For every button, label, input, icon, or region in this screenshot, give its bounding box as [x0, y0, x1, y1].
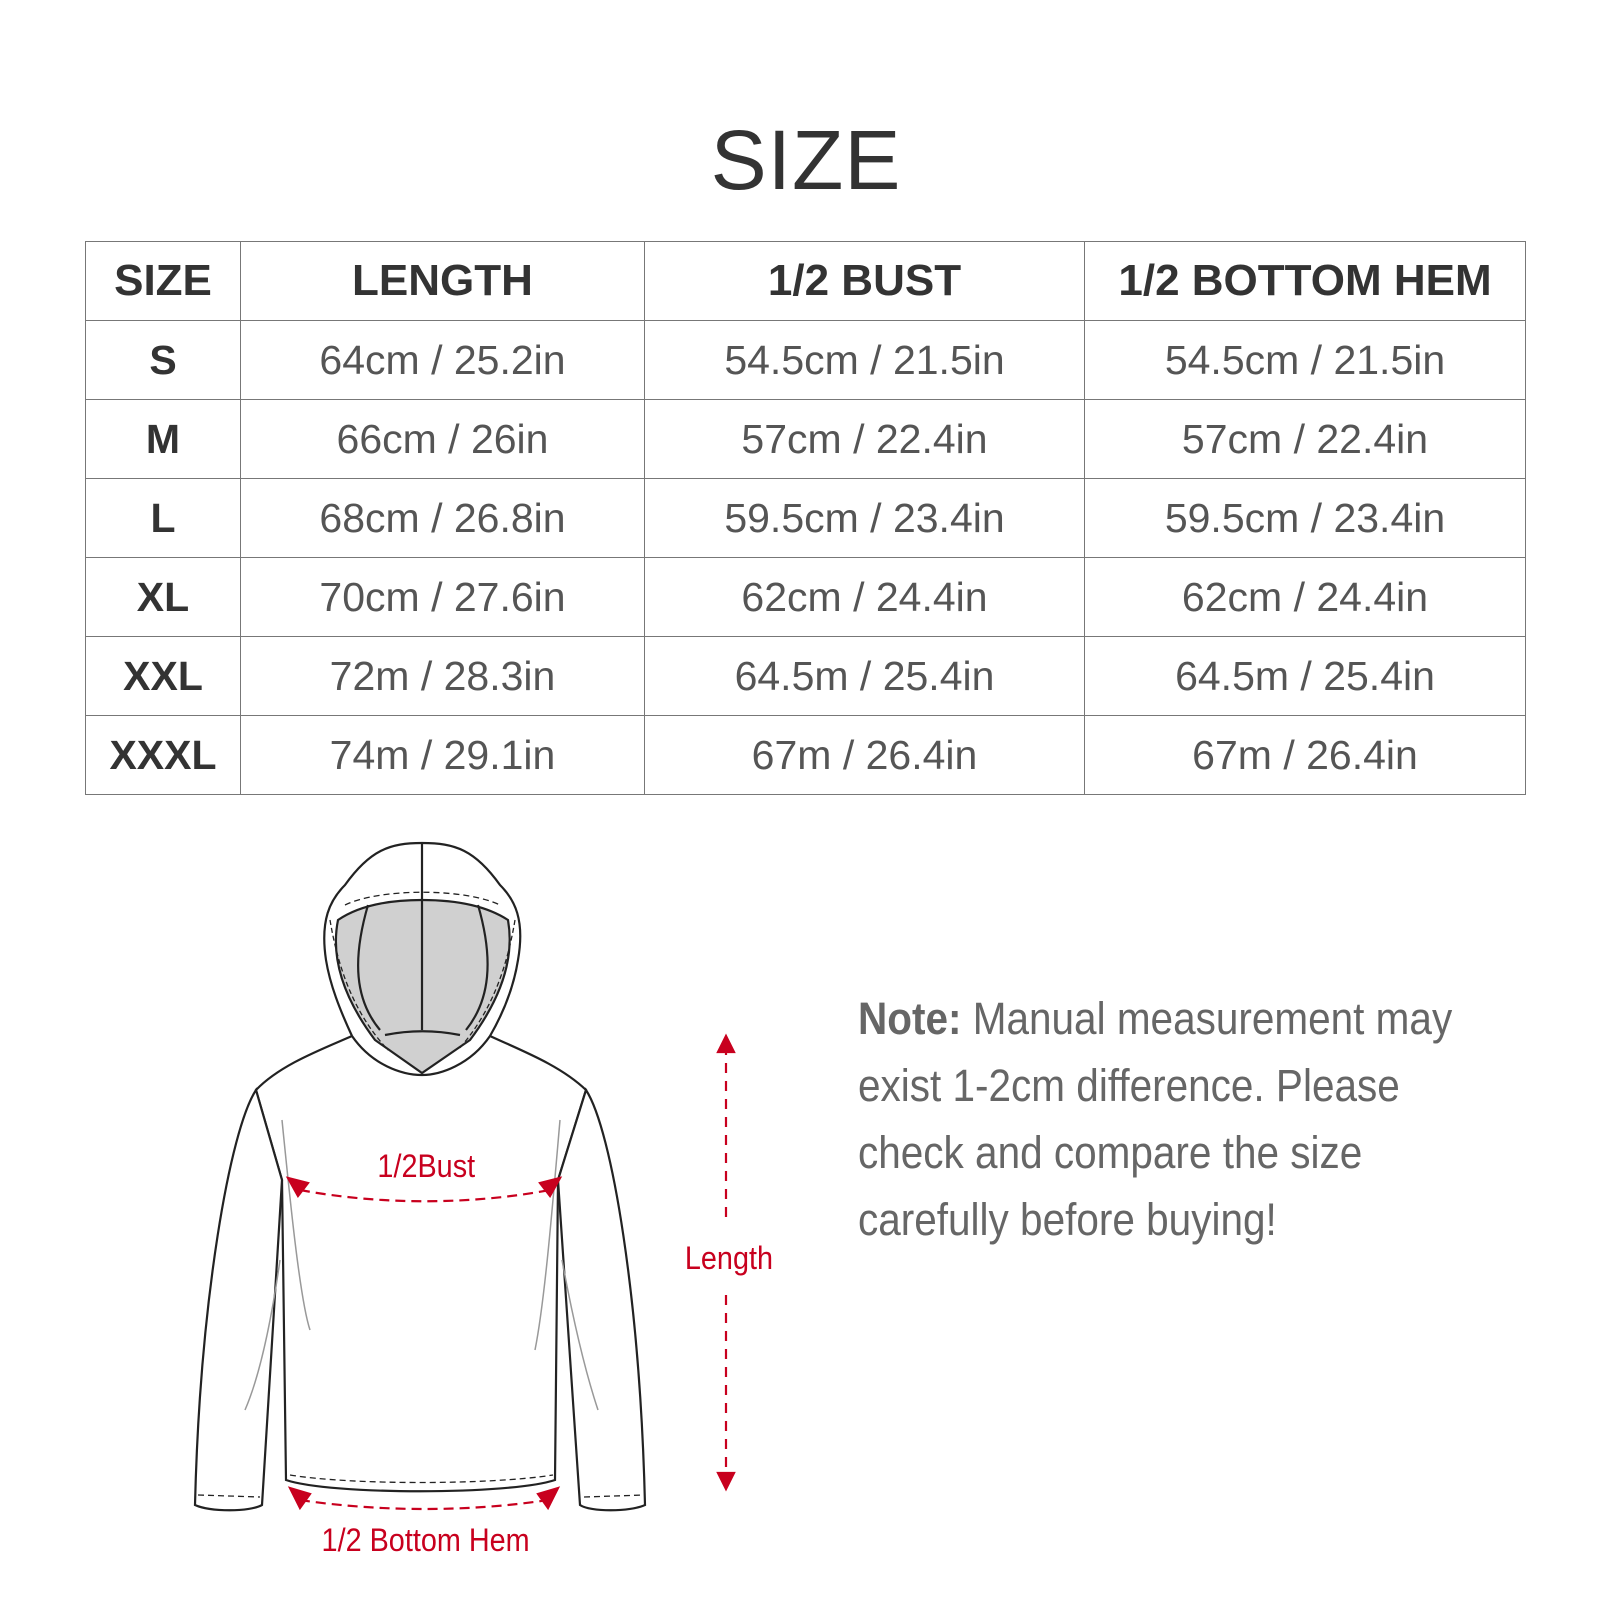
page-title: SIZE — [710, 113, 902, 207]
measurement-cell: 57cm / 22.4in — [644, 399, 1085, 479]
measurement-cell: 67m / 26.4in — [1084, 715, 1526, 795]
table-row: S 64cm / 25.2in 54.5cm / 21.5in 54.5cm / 21… — [85, 320, 1526, 400]
measurement-cell: 67m / 26.4in — [644, 715, 1085, 795]
measurement-cell: 59.5cm / 23.4in — [1084, 478, 1526, 558]
table-row: M 66cm / 26in 57cm / 22.4in 57cm / 22.4in — [85, 399, 1526, 479]
note-prefix: Note: — [858, 993, 962, 1044]
measurement-cell: 72m / 28.3in — [240, 636, 645, 716]
measurement-cell: 62cm / 24.4in — [1084, 557, 1526, 637]
measurement-cell: 68cm / 26.8in — [240, 478, 645, 558]
bust-label: 1/2Bust — [377, 1148, 476, 1184]
measurement-cell: 57cm / 22.4in — [1084, 399, 1526, 479]
length-arrow-top-head — [716, 1033, 736, 1054]
length-arrow-bottom-head — [716, 1471, 736, 1492]
measurement-cell: 62cm / 24.4in — [644, 557, 1085, 637]
size-cell: S — [85, 320, 241, 400]
size-table: SIZE LENGTH 1/2 BUST 1/2 BOTTOM HEM S 64cm /… — [85, 241, 1526, 795]
measurement-cell: 70cm / 27.6in — [240, 557, 645, 637]
hem-arrow — [299, 1498, 549, 1511]
fold-lines — [244, 1119, 599, 1411]
hoodie-outline — [193, 841, 647, 1512]
measurement-cell: 54.5cm / 21.5in — [1084, 320, 1526, 400]
measurement-cell: 64.5m / 25.4in — [644, 636, 1085, 716]
column-header: 1/2 BUST — [644, 241, 1085, 321]
table-row: XXL 72m / 28.3in 64.5m / 25.4in 64.5m / 25.… — [85, 636, 1526, 716]
size-cell: XXXL — [85, 715, 241, 795]
note-text: Note: Manual measurement may exist 1-2cm… — [858, 985, 1506, 1253]
hem-arrow-right-head — [536, 1486, 561, 1511]
bust-arrow-left-head — [285, 1176, 310, 1198]
measurement-arrows — [285, 1033, 736, 1511]
measurement-cell: 64cm / 25.2in — [240, 320, 645, 400]
length-label: Length — [684, 1240, 773, 1276]
measurement-cell: 54.5cm / 21.5in — [644, 320, 1085, 400]
measurement-cell: 74m / 29.1in — [240, 715, 645, 795]
hem-arrow-left-head — [287, 1486, 312, 1511]
bust-arrow-right-head — [538, 1176, 563, 1198]
measurement-cell: 66cm / 26in — [240, 399, 645, 479]
hem-label: 1/2 Bottom Hem — [321, 1522, 530, 1558]
size-cell: XXL — [85, 636, 241, 716]
table-header-row: SIZE LENGTH 1/2 BUST 1/2 BOTTOM HEM — [85, 241, 1526, 321]
column-header: SIZE — [85, 241, 241, 321]
measurement-cell: 59.5cm / 23.4in — [644, 478, 1085, 558]
table-row: XXXL 74m / 29.1in 67m / 26.4in 67m / 26.4in — [85, 715, 1526, 795]
table-row: L 68cm / 26.8in 59.5cm / 23.4in 59.5cm / 23… — [85, 478, 1526, 558]
table-row: XL 70cm / 27.6in 62cm / 24.4in 62cm / 24.4i… — [85, 557, 1526, 637]
note-body: Manual measurement may exist 1-2cm diffe… — [858, 993, 1453, 1245]
size-cell: M — [85, 399, 241, 479]
measurement-cell: 64.5m / 25.4in — [1084, 636, 1526, 716]
size-cell: XL — [85, 557, 241, 637]
column-header: 1/2 BOTTOM HEM — [1084, 241, 1526, 321]
